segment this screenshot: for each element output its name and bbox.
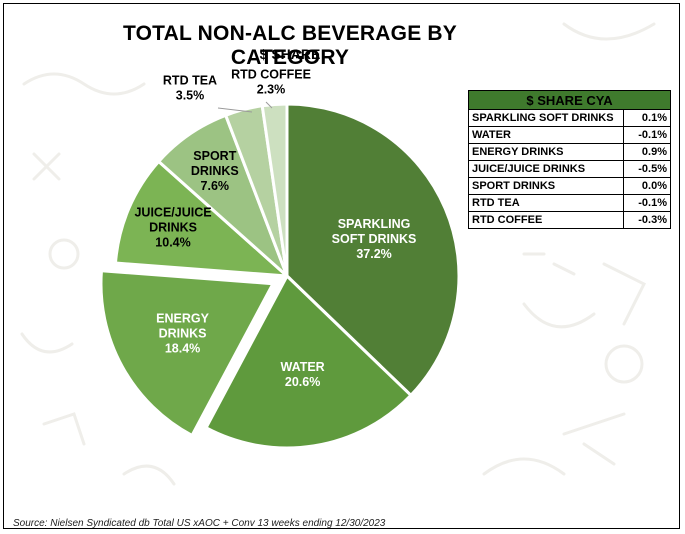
table-row: RTD COFFEE -0.3% [468, 211, 671, 229]
table-row: RTD TEA -0.1% [468, 194, 671, 212]
row-category: RTD COFFEE [468, 211, 624, 229]
data-label-energy-drinks: ENERGY DRINKS 18.4% [156, 311, 209, 355]
data-label-sport-drinks: SPORT DRINKS 7.6% [191, 149, 239, 193]
background-doodle-pattern [20, 22, 656, 486]
callout-leader-line [217, 107, 253, 113]
data-label-line: 7.6% [201, 179, 230, 193]
data-label-line: ENERGY [156, 311, 209, 325]
data-label-line: DRINKS [149, 221, 197, 235]
data-label-juice-juice-drinks: JUICE/JUICE DRINKS 10.4% [134, 206, 211, 250]
row-value: 0.9% [623, 143, 671, 161]
data-label-line: JUICE/JUICE [134, 206, 211, 220]
share-cya-table: $ SHARE CYA SPARKLING SOFT DRINKS 0.1% W… [468, 90, 671, 229]
table-row: JUICE/JUICE DRINKS -0.5% [468, 160, 671, 178]
chart-title: TOTAL NON-ALC BEVERAGE BY CATEGORY [122, 22, 458, 69]
row-category: SPARKLING SOFT DRINKS [468, 109, 624, 127]
data-label-line: SOFT DRINKS [332, 232, 417, 246]
row-category: WATER [468, 126, 624, 144]
pie-slice-juice-juice-drinks [113, 159, 292, 278]
data-label-line: WATER [280, 360, 324, 374]
data-label-line: RTD TEA [163, 74, 217, 88]
data-label-line: 20.6% [285, 375, 320, 389]
row-category: ENERGY DRINKS [468, 143, 624, 161]
data-label-line: SPORT [193, 149, 236, 163]
table-header-row: $ SHARE CYA [468, 90, 671, 110]
row-value: 0.0% [623, 177, 671, 195]
row-category: SPORT DRINKS [468, 177, 624, 195]
slide-frame: TOTAL NON-ALC BEVERAGE BY CATEGORY $ SHA… [3, 3, 680, 529]
data-label-water: WATER 20.6% [280, 360, 324, 389]
pie-slice-water [204, 273, 414, 450]
data-label-line: RTD COFFEE [231, 68, 311, 82]
row-value: -0.3% [623, 211, 671, 229]
table-row: ENERGY DRINKS 0.9% [468, 143, 671, 161]
pie-slice-sparkling-soft-drinks [285, 102, 461, 398]
table-header: $ SHARE CYA [468, 90, 671, 110]
data-label-rtd-tea: RTD TEA 3.5% [163, 74, 217, 103]
pie-slice-energy-drinks [99, 269, 276, 438]
callout-leader-line [265, 101, 273, 109]
row-value: -0.1% [623, 194, 671, 212]
data-label-line: DRINKS [191, 164, 239, 178]
row-category: JUICE/JUICE DRINKS [468, 160, 624, 178]
row-value: -0.1% [623, 126, 671, 144]
data-label-sparkling-soft-drinks: SPARKLING SOFT DRINKS 37.2% [332, 217, 417, 261]
data-label-line: 3.5% [176, 89, 205, 103]
table-row: SPARKLING SOFT DRINKS 0.1% [468, 109, 671, 127]
data-label-line: 37.2% [356, 247, 391, 261]
pie-chart: SPARKLING SOFT DRINKS 37.2% WATER 20.6% ENERG… [99, 68, 461, 450]
source-note: Source: Nielsen Syndicated db Total US x… [13, 518, 386, 529]
data-label-line: SPARKLING [338, 217, 411, 231]
data-label-line: DRINKS [159, 326, 207, 340]
data-label-rtd-coffee: RTD COFFEE 2.3% [231, 68, 311, 97]
table-row: SPORT DRINKS 0.0% [468, 177, 671, 195]
row-category: RTD TEA [468, 194, 624, 212]
table-row: WATER -0.1% [468, 126, 671, 144]
pie-slice-rtd-coffee [260, 102, 289, 277]
data-label-line: 10.4% [155, 236, 190, 250]
row-value: 0.1% [623, 109, 671, 127]
data-label-line: 2.3% [257, 83, 286, 97]
data-label-line: 18.4% [165, 341, 200, 355]
row-value: -0.5% [623, 160, 671, 178]
chart-subtitle: $ SHARE [259, 46, 321, 62]
